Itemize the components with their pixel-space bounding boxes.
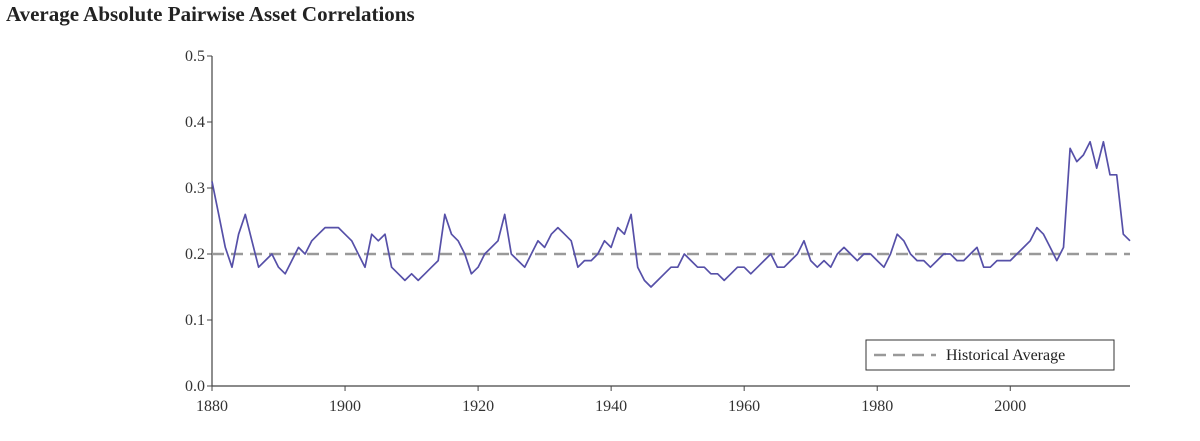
series-layer: [211, 140, 1131, 288]
y-tick-label: 0.0: [185, 378, 205, 395]
correlation-series-line: [211, 140, 1131, 288]
x-tick-label: 1940: [595, 398, 627, 415]
y-tick-label: 0.5: [185, 48, 205, 65]
legend-label: Historical Average: [946, 347, 1065, 364]
y-tick-label: 0.1: [185, 312, 205, 329]
x-tick-label: 1920: [462, 398, 494, 415]
x-tick-label: 1900: [329, 398, 361, 415]
y-tick-label: 0.4: [185, 114, 205, 131]
legend-box: [865, 339, 1115, 371]
y-tick-label: 0.3: [185, 180, 205, 197]
y-axis-ticks: 0.0 0.1 0.2 0.3 0.4 0.5: [185, 48, 212, 395]
y-tick-label: 0.2: [185, 246, 205, 263]
axes: [211, 56, 1130, 387]
x-tick-label: 1980: [861, 398, 893, 415]
x-axis-ticks: 1880 1900 1920 1940 1960 1980 2000: [196, 386, 1026, 415]
x-tick-label: 1960: [728, 398, 760, 415]
x-tick-label: 1880: [196, 398, 228, 415]
x-tick-label: 2000: [994, 398, 1026, 415]
legend: Historical Average: [865, 339, 1115, 371]
chart-title: Average Absolute Pairwise Asset Correlat…: [6, 2, 415, 26]
